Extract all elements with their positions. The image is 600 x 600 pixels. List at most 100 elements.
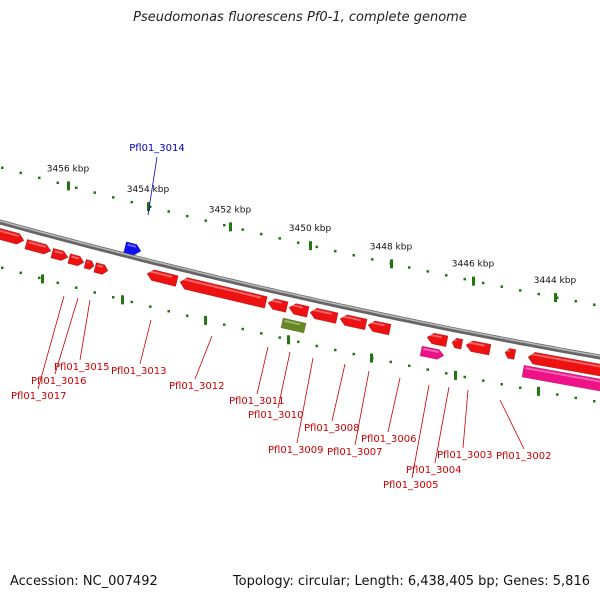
gene-label[interactable]: Pfl01_3011 xyxy=(229,396,285,407)
gene-label[interactable]: Pfl01_3017 xyxy=(11,391,67,402)
gene-pfl01-3009[interactable] xyxy=(280,317,307,334)
gene-pfl01-3008[interactable] xyxy=(309,307,339,324)
scale-tick xyxy=(472,276,475,286)
scale-dot xyxy=(593,399,596,403)
scale-dot xyxy=(38,176,41,180)
scale-dot xyxy=(519,289,522,292)
scale-dot xyxy=(463,375,466,379)
scale-dot xyxy=(537,292,540,296)
gene-label[interactable]: Pfl01_3004 xyxy=(406,465,462,476)
scale-label: 3444 kbp xyxy=(534,276,577,286)
scale-dot xyxy=(593,303,596,306)
gene-pfl01-3005b[interactable] xyxy=(426,332,449,348)
scale-dot xyxy=(352,352,355,356)
gene-label[interactable]: Pfl01_3006 xyxy=(361,434,417,445)
gene-pfl01-3014[interactable] xyxy=(123,241,143,257)
gene-label[interactable]: Pfl01_3013 xyxy=(111,366,167,377)
gene-pfl01-3015d[interactable] xyxy=(93,262,109,276)
gene-labels: Pfl01_3014 Pfl01_3015 Pfl01_3016 Pfl01_3017… xyxy=(11,143,552,491)
gene-pfl01-3002[interactable] xyxy=(504,348,517,360)
scale-tick-inner xyxy=(204,315,207,325)
scale-tick xyxy=(67,181,70,191)
gene-pfl01-3004[interactable] xyxy=(521,364,600,393)
scale-dot xyxy=(130,300,133,304)
scale-label: 3456 kbp xyxy=(47,164,90,174)
gene-pfl01-3001[interactable] xyxy=(527,351,600,379)
gene-pfl01-3003[interactable] xyxy=(465,340,492,356)
gene-label[interactable]: Pfl01_3009 xyxy=(268,445,324,456)
gene-label[interactable]: Pfl01_3003 xyxy=(437,450,493,461)
scale-dot xyxy=(408,364,411,368)
gene-label[interactable]: Pfl01_3014 xyxy=(129,143,185,154)
gene-label-leader xyxy=(194,335,213,380)
scale-dot xyxy=(334,348,337,352)
scale-dot xyxy=(56,181,59,185)
scale-dot xyxy=(167,309,170,313)
gene-pfl01-3010[interactable] xyxy=(288,302,310,318)
gene-pfl01-3016[interactable] xyxy=(24,238,53,255)
gene-label[interactable]: Pfl01_3010 xyxy=(248,410,304,421)
gene-label[interactable]: Pfl01_3002 xyxy=(496,451,552,462)
gene-label[interactable]: Pfl01_3005 xyxy=(383,480,439,491)
scale-dot xyxy=(1,266,4,270)
gene-label-leader xyxy=(277,351,291,409)
gene-pfl01-3004b[interactable] xyxy=(451,337,464,350)
gene-label-leader xyxy=(434,386,450,464)
gene-label-leader xyxy=(296,357,314,444)
gene-label[interactable]: Pfl01_3015 xyxy=(54,362,110,373)
genome-backbone xyxy=(0,219,600,360)
scale-dot xyxy=(463,277,466,281)
scale-dot xyxy=(241,327,244,331)
gene-label-leader xyxy=(499,399,525,450)
scale-dot xyxy=(75,286,78,289)
gene-pfl01-3015c[interactable] xyxy=(83,259,95,270)
gene-pfl01-3006[interactable] xyxy=(367,320,392,336)
gene-pfl01-3012[interactable] xyxy=(179,276,268,309)
scale-dot xyxy=(93,291,96,294)
gene-pfl01-3017[interactable] xyxy=(0,226,25,246)
scale-tick xyxy=(147,202,150,212)
scale-dot xyxy=(519,386,522,389)
gene-pfl01-3011[interactable] xyxy=(267,297,289,313)
scale-dot xyxy=(482,379,485,382)
gene-label-leader xyxy=(387,377,401,433)
gene-label-leader xyxy=(256,346,269,395)
gene-pfl01-3015b[interactable] xyxy=(67,253,86,268)
scale-dot xyxy=(260,232,263,236)
scale-label: 3446 kbp xyxy=(452,260,495,270)
gene-label-leader xyxy=(54,297,79,375)
gene-pfl01-3005[interactable] xyxy=(419,345,445,360)
scale-dot xyxy=(389,360,392,364)
gene-label[interactable]: Pfl01_3016 xyxy=(31,376,87,387)
scale-dot xyxy=(19,171,22,175)
gene-label-leader xyxy=(147,156,158,216)
scale-dot xyxy=(574,299,577,303)
gene-label[interactable]: Pfl01_3007 xyxy=(327,447,383,458)
gene-label-leader xyxy=(462,389,469,449)
scale-dot xyxy=(93,191,96,194)
scale-ticks: 3456 kbp 3454 kbp 3452 kbp 3450 kbp 3448 kbp… xyxy=(41,164,577,396)
scale-dot xyxy=(278,237,281,240)
gene-pfl01-3007[interactable] xyxy=(339,314,368,331)
scale-track-inner xyxy=(1,266,596,403)
scale-dot xyxy=(352,254,355,257)
scale-label: 3448 kbp xyxy=(370,242,413,252)
scale-dot xyxy=(408,266,411,269)
gene-label-leader xyxy=(331,363,346,422)
scale-tick-inner xyxy=(370,353,373,363)
scale-dot xyxy=(500,382,503,386)
gene-pfl01-3013[interactable] xyxy=(146,268,179,287)
gene-pfl01-3015[interactable] xyxy=(50,247,70,262)
scale-dot xyxy=(260,332,263,335)
gene-label[interactable]: Pfl01_3008 xyxy=(304,423,360,434)
scale-tick-inner xyxy=(287,335,290,345)
scale-tick-inner xyxy=(537,386,540,396)
scale-dot xyxy=(186,314,189,318)
scale-dot xyxy=(1,166,4,170)
scale-dot xyxy=(186,214,189,218)
scale-dot xyxy=(426,368,429,371)
scale-dot xyxy=(556,296,559,299)
gene-label[interactable]: Pfl01_3012 xyxy=(169,381,225,392)
